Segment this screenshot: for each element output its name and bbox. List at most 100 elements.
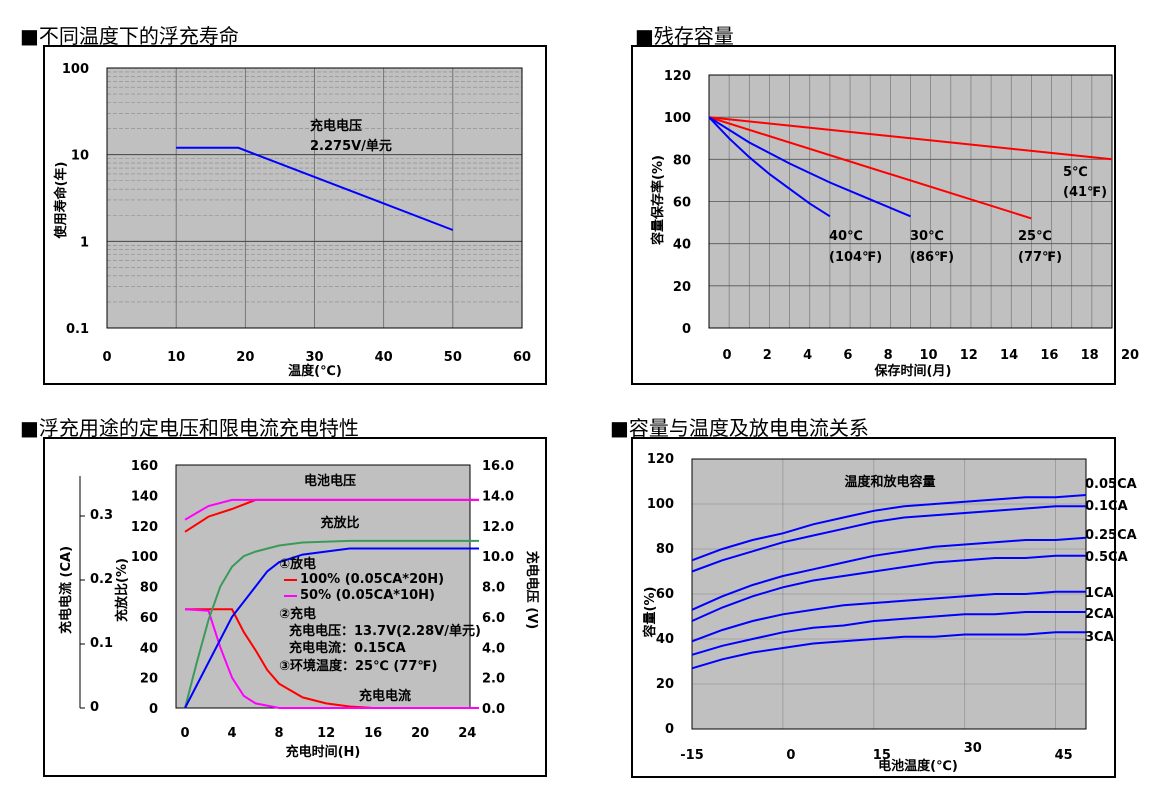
y2-tick-label: 4.0 xyxy=(482,641,505,656)
x-tick-label: 50 xyxy=(444,350,462,365)
x-tick-label: 2 xyxy=(763,348,772,363)
legend-discharge: ①放电 xyxy=(279,556,316,572)
y-tick-label: 20 xyxy=(656,677,674,692)
x-axis-label: 电池温度(℃) xyxy=(878,758,958,774)
y-tick-label: 0.1 xyxy=(66,322,89,337)
series-label: 25℃ xyxy=(1018,229,1052,244)
y-tick-label: 100 xyxy=(664,111,691,126)
y-tick-label: 160 xyxy=(131,459,158,474)
series-label: (77℉) xyxy=(1018,250,1062,265)
y-tick-label: 120 xyxy=(131,520,158,535)
x-tick-label: 10 xyxy=(167,350,185,365)
y-tick-label: 40 xyxy=(656,632,674,647)
x-tick-label: 6 xyxy=(843,348,852,363)
x-tick-label: 0 xyxy=(180,726,189,741)
x-tick-label: 20 xyxy=(1121,348,1139,363)
plot-area xyxy=(175,464,471,709)
series-label: 0.25CA xyxy=(1085,528,1137,543)
x-tick-label: 0 xyxy=(786,748,795,763)
y-axis-label: 使用寿命(年) xyxy=(53,162,69,240)
current-tick-label: 0.1 xyxy=(90,636,113,651)
x-tick-label: 0 xyxy=(102,350,111,365)
capacity-series-line xyxy=(691,554,1086,622)
y-tick-label: 120 xyxy=(664,69,691,84)
x-tick-label: 15 xyxy=(873,748,891,763)
y-tick-label: 140 xyxy=(131,489,158,504)
y2-tick-label: 16.0 xyxy=(482,459,514,474)
x-tick-label: 30 xyxy=(964,741,982,756)
float-life-title: ■不同温度下的浮充寿命 xyxy=(20,24,239,48)
capacity-series-line xyxy=(691,505,1086,573)
y-tick-label: 40 xyxy=(673,238,691,253)
y-tick-label: 60 xyxy=(673,196,691,211)
x-tick-label: 8 xyxy=(884,348,893,363)
battery-voltage-label: 电池电压 xyxy=(304,473,356,489)
x-tick-label: 0 xyxy=(722,348,731,363)
y2-tick-label: 14.0 xyxy=(482,489,514,504)
y-tick-label: 100 xyxy=(62,62,89,77)
charge-current-label: 充电电流 xyxy=(359,688,411,704)
residual-series-line xyxy=(708,116,911,218)
y-tick-label: 80 xyxy=(673,153,691,168)
y-axis-label: 容量保存率(%) xyxy=(650,155,666,246)
series-label: (41℉) xyxy=(1063,185,1107,200)
capacity-series-line xyxy=(691,590,1086,643)
y-tick-label: 0 xyxy=(665,722,674,737)
capacity-series-line xyxy=(691,611,1086,656)
series-label: 30℃ xyxy=(910,229,944,244)
current-tick-label: 0.3 xyxy=(90,508,113,523)
legend-50: 50% (0.05CA*10H) xyxy=(300,588,435,603)
legend-charge: ②充电 xyxy=(279,606,316,622)
y-tick-label: 0 xyxy=(682,322,691,337)
x-tick-label: 12 xyxy=(960,348,978,363)
plot-border xyxy=(106,67,523,329)
x-tick-label: 20 xyxy=(411,726,429,741)
legend-100: 100% (0.05CA*20H) xyxy=(300,572,444,587)
x-tick-label: 30 xyxy=(305,350,323,365)
x-tick-label: 18 xyxy=(1081,348,1099,363)
current-tick-label: 0.2 xyxy=(90,572,113,587)
y-tick-label: 80 xyxy=(140,581,158,596)
y-tick-label: 10 xyxy=(71,149,89,164)
capacity-series-line xyxy=(691,631,1086,670)
residual-series-line xyxy=(708,116,831,218)
series-label: 0.5CA xyxy=(1085,550,1128,565)
x-tick-label: 16 xyxy=(364,726,382,741)
x-axis-label: 保存时间(月) xyxy=(874,363,952,379)
x-axis-label: 充电时间(H) xyxy=(286,744,361,760)
y-tick-label: 100 xyxy=(131,550,158,565)
current-axis-label: 充电电流 (CA) xyxy=(58,546,74,634)
x-tick-label: 24 xyxy=(458,726,476,741)
charging-series-line xyxy=(184,539,479,709)
capacity-series-line xyxy=(691,494,1087,562)
series-label: 0.05CA xyxy=(1085,477,1137,492)
series-label: 1CA xyxy=(1085,586,1114,601)
voltage-annotation-value: 2.275V/单元 xyxy=(310,138,392,154)
y-tick-label: 40 xyxy=(140,641,158,656)
capacity-temperature-title: ■容量与温度及放电电流关系 xyxy=(610,416,869,440)
plot-border xyxy=(691,458,1087,730)
y-tick-label: 20 xyxy=(140,672,158,687)
series-label: 40℃ xyxy=(829,229,863,244)
x-tick-label: -15 xyxy=(680,748,704,763)
x-tick-label: 45 xyxy=(1055,748,1073,763)
life-series-line xyxy=(176,146,454,231)
y2-tick-label: 6.0 xyxy=(482,611,505,626)
x-tick-label: 16 xyxy=(1040,348,1058,363)
chart-title: 温度和放电容量 xyxy=(844,474,935,490)
legend-charge-voltage: 充电电压：13.7V(2.28V/单元) xyxy=(289,623,481,639)
x-tick-label: 12 xyxy=(317,726,335,741)
y-tick-label: 100 xyxy=(647,497,674,512)
residual-series-line xyxy=(708,116,1113,161)
y2-tick-label: 10.0 xyxy=(482,550,514,565)
y-tick-label: 80 xyxy=(656,542,674,557)
y2-tick-label: 8.0 xyxy=(482,581,505,596)
legend-environment: ③环境温度：25℃ (77℉) xyxy=(279,658,437,674)
y-tick-label: 120 xyxy=(647,452,674,467)
current-tick-label: 0 xyxy=(90,700,99,715)
y-tick-label: 60 xyxy=(140,611,158,626)
y-tick-label: 1 xyxy=(80,235,89,250)
capacity-series-line xyxy=(691,536,1087,611)
legend-charge-current: 充电电流：0.15CA xyxy=(289,640,406,656)
